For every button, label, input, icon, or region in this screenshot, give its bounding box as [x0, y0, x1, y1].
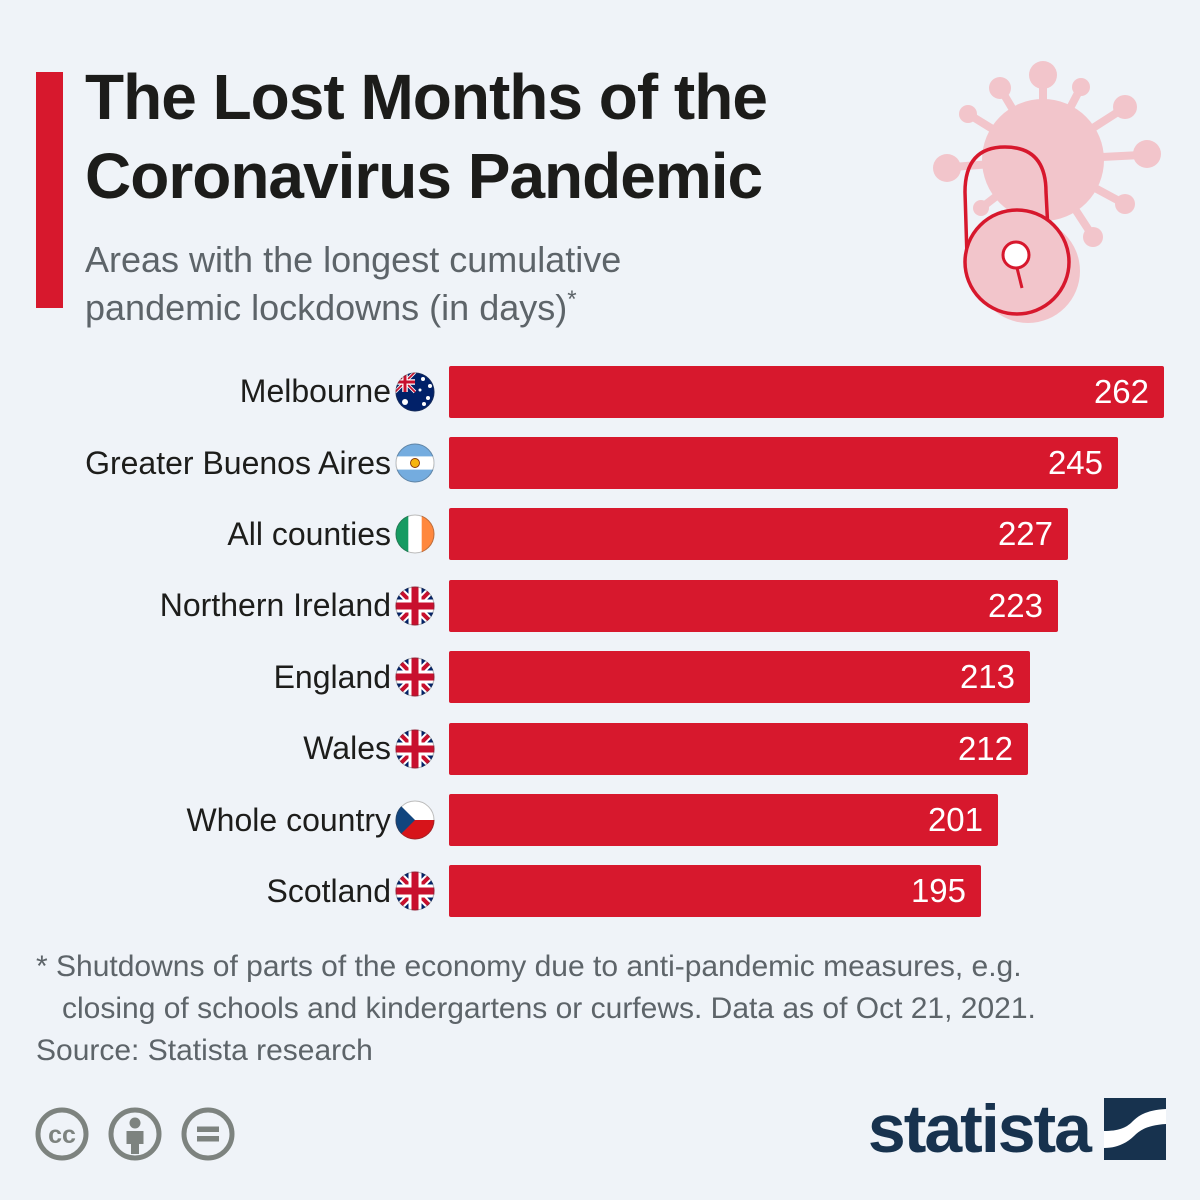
- ireland-flag-icon: [395, 514, 435, 554]
- chart-row: England 213: [36, 642, 1176, 713]
- row-label: Whole country: [186, 801, 391, 838]
- page-title: The Lost Months of the Coronavirus Pande…: [85, 58, 915, 216]
- bar: 227: [449, 508, 1068, 561]
- source-line: Source: Statista research: [36, 1034, 373, 1067]
- footnote-line2: closing of schools and kindergartens or …: [62, 992, 1036, 1025]
- chart-row: Wales 212: [36, 713, 1176, 784]
- bar: 245: [449, 437, 1118, 490]
- row-label: Scotland: [266, 872, 391, 909]
- bar-value: 195: [910, 872, 966, 910]
- lock-keyhole: [1001, 240, 1031, 270]
- subtitle-text: Areas with the longest cumulative pandem…: [85, 239, 622, 328]
- row-label: Greater Buenos Aires: [85, 444, 391, 481]
- uk-flag-icon: [395, 871, 435, 911]
- bar-value: 213: [959, 658, 1015, 696]
- subtitle: Areas with the longest cumulative pandem…: [85, 236, 725, 332]
- virus-body: [982, 99, 1104, 221]
- bar-value: 245: [1047, 444, 1103, 482]
- czech-republic-flag-icon: [395, 800, 435, 840]
- footnote-marker: *: [567, 286, 577, 313]
- svg-text:cc: cc: [48, 1121, 76, 1149]
- statista-brand: statista: [867, 1091, 1166, 1167]
- chart-row: Melbourne 262: [36, 356, 1176, 427]
- chart-row: Scotland 195: [36, 856, 1176, 927]
- statista-logo-icon: [1104, 1098, 1166, 1160]
- bar-value: 223: [987, 586, 1043, 624]
- bar: 212: [449, 722, 1028, 775]
- row-label: Northern Ireland: [159, 587, 391, 624]
- uk-flag-icon: [395, 729, 435, 769]
- bar: 213: [449, 651, 1030, 704]
- bar: 223: [449, 579, 1058, 632]
- bar-value: 262: [1093, 372, 1149, 410]
- footnote-line1: * Shutdowns of parts of the economy due …: [36, 950, 1022, 983]
- title-line1: The Lost Months of the: [85, 61, 768, 133]
- license-icons: cc: [34, 1106, 236, 1162]
- bar-value: 201: [927, 801, 983, 839]
- row-label: Wales: [303, 730, 391, 767]
- uk-flag-icon: [395, 586, 435, 626]
- footnote: * Shutdowns of parts of the economy due …: [36, 946, 1126, 1030]
- chart-row: Greater Buenos Aires 245: [36, 427, 1176, 498]
- bar-value: 212: [957, 729, 1013, 767]
- row-label: England: [273, 658, 391, 695]
- row-label: Melbourne: [239, 373, 391, 410]
- title-line2: Coronavirus Pandemic: [85, 140, 763, 212]
- virus-lock-icon: [915, 25, 1195, 335]
- bar-value: 227: [997, 515, 1053, 553]
- chart-row: All counties 227: [36, 499, 1176, 570]
- no-derivatives-icon: [181, 1107, 235, 1161]
- statista-wordmark: statista: [867, 1091, 1092, 1167]
- bar: 195: [449, 865, 981, 918]
- attribution-icon: [108, 1107, 162, 1161]
- lock-shackle: [963, 145, 1050, 258]
- bar-chart: Melbourne 262 Greater Buenos Aires 245 All c…: [36, 356, 1176, 927]
- argentina-flag-icon: [395, 443, 435, 483]
- row-label: All counties: [227, 515, 391, 552]
- title-accent-bar: [36, 72, 63, 308]
- bar: 262: [449, 365, 1164, 418]
- bar: 201: [449, 794, 998, 847]
- uk-flag-icon: [395, 657, 435, 697]
- chart-row: Northern Ireland 223: [36, 570, 1176, 641]
- cc-icon: cc: [35, 1107, 89, 1161]
- australia-flag-icon: [395, 372, 435, 412]
- lock-keyhole-stem: [1015, 267, 1024, 289]
- chart-row: Whole country 201: [36, 784, 1176, 855]
